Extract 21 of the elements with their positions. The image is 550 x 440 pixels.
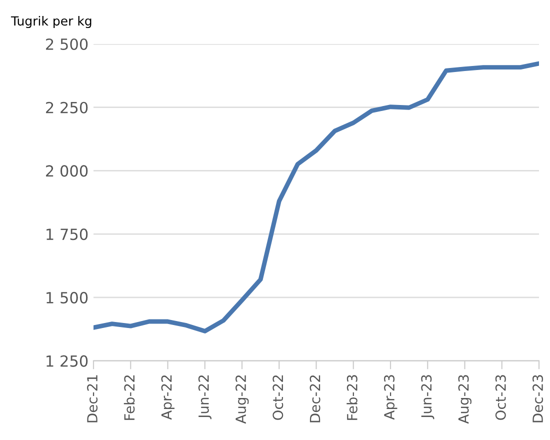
y-axis-title: Tugrik per kg [10,16,92,28]
x-tick-label: Dec-22 [310,375,320,422]
x-tick-label: Apr-23 [384,375,398,420]
x-tick-label: Jun-23 [421,375,434,420]
line-series [94,61,539,334]
x-tick-label: Dec-21 [87,375,98,422]
y-tick-label: 1 500 [46,292,88,304]
x-tick-label: Feb-23 [346,375,358,420]
x-tick-label: Apr-22 [161,375,174,420]
x-tick-label: Aug-22 [236,375,249,424]
y-tick-label: 2 000 [46,165,88,177]
x-tick-label: Aug-23 [458,375,472,424]
x-tick-label: Oct-22 [272,375,284,420]
x-tick-label: Oct-23 [495,375,506,420]
x-tick-label: Feb-22 [124,375,135,420]
y-tick-label: 1 250 [46,355,88,367]
y-tick-label: 2 250 [46,102,88,114]
y-tick-label: 1 750 [46,228,88,240]
x-tick-label: Jun-22 [198,375,212,420]
x-tick-label: Dec-23 [532,375,544,422]
y-tick-label: 2 500 [46,38,88,50]
